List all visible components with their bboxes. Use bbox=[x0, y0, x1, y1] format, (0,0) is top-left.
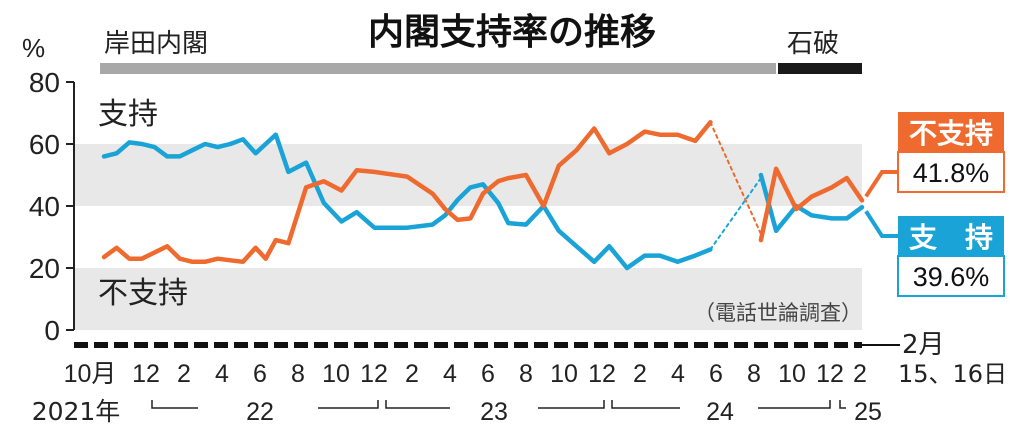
y-tick-label: 20 bbox=[29, 253, 60, 284]
year-bracket-2023-start bbox=[385, 400, 450, 409]
x-tick-label: 6 bbox=[253, 360, 267, 388]
year-bracket-2024-end bbox=[758, 400, 831, 409]
legend-header-support bbox=[898, 216, 1004, 256]
series-line-1-segment-0 bbox=[101, 120, 713, 265]
legend-leader-support bbox=[864, 210, 898, 238]
x-year-label: 24 bbox=[706, 398, 734, 426]
x-tick-label: 6 bbox=[709, 360, 723, 388]
x-tick-label: 4 bbox=[443, 360, 457, 388]
series-line-0-segment-0 bbox=[101, 132, 713, 271]
x-tick-label: 2 bbox=[405, 360, 419, 388]
x-tick-label: 4 bbox=[215, 360, 229, 388]
x-tick-label: 8 bbox=[519, 360, 533, 388]
x-year-label: 2021年 bbox=[32, 397, 121, 426]
y-tick-label: 0 bbox=[44, 315, 60, 346]
legend-name-disapproval: 不支持 bbox=[909, 117, 993, 150]
x-tick-label: 12 bbox=[132, 360, 160, 388]
grid-band-1 bbox=[74, 144, 862, 206]
year-bracket-2025-start bbox=[839, 400, 846, 409]
era-label-ishiba: 石破 bbox=[787, 29, 839, 59]
x-tick-label: 2 bbox=[853, 360, 867, 388]
x-end-label-month: 2月 bbox=[902, 330, 945, 360]
x-tick-label: 4 bbox=[671, 360, 685, 388]
x-tick-label: 12 bbox=[588, 360, 616, 388]
year-bracket-2023-end bbox=[538, 400, 605, 409]
legend-leader-disapproval bbox=[864, 170, 898, 198]
x-tick-label: 12 bbox=[360, 360, 388, 388]
series-line-1-segment-1 bbox=[709, 121, 762, 235]
x-year-label: 22 bbox=[246, 398, 274, 426]
legend-name-support: 支 持 bbox=[909, 221, 993, 254]
x-tick-label: 10月 bbox=[64, 360, 117, 388]
year-bracket-2024-start bbox=[611, 400, 680, 409]
year-bracket-2022-start bbox=[151, 400, 198, 409]
x-year-label: 25 bbox=[854, 398, 882, 426]
grid-band-0 bbox=[74, 268, 862, 330]
era-bar-ishiba bbox=[778, 63, 862, 74]
x-year-label: 23 bbox=[480, 398, 508, 426]
x-tick-label: 6 bbox=[481, 360, 495, 388]
y-unit-label: % bbox=[22, 33, 45, 63]
y-tick-label: 40 bbox=[29, 191, 60, 222]
era-label-kishida: 岸田内閣 bbox=[104, 29, 208, 59]
series-line-0-segment-1 bbox=[709, 177, 762, 251]
y-axis: % 0 20 40 60 80 bbox=[22, 33, 75, 346]
x-tick-label: 8 bbox=[291, 360, 305, 388]
series-line-0-segment-2 bbox=[758, 172, 865, 234]
x-tick-label: 10 bbox=[550, 360, 578, 388]
x-tick-label: 10 bbox=[322, 360, 350, 388]
legend-box-disapproval bbox=[897, 151, 1005, 193]
era-bars: 岸田内閣 石破 bbox=[100, 29, 862, 74]
latest-value-legend: 不支持 41.8% 支 持 39.6% bbox=[864, 112, 1005, 297]
x-end-label-days: 15、16日 bbox=[898, 360, 1007, 388]
inline-label-disapproval: 不支持 bbox=[98, 276, 188, 311]
x-tick-label: 10 bbox=[778, 360, 806, 388]
y-tick-label: 80 bbox=[29, 67, 60, 98]
era-bar-kishida bbox=[100, 63, 776, 74]
inline-label-support: 支持 bbox=[98, 97, 158, 132]
x-tick-label: 12 bbox=[816, 360, 844, 388]
x-tick-label: 8 bbox=[747, 360, 761, 388]
x-tick-label: 2 bbox=[633, 360, 647, 388]
year-bracket-2022-end bbox=[318, 400, 379, 409]
legend-header-disapproval bbox=[898, 112, 1004, 152]
legend-value-support: 39.6% bbox=[913, 262, 990, 292]
grid-bands bbox=[74, 144, 862, 330]
series-line-1-segment-2 bbox=[758, 166, 865, 243]
source-note: （電話世論調査） bbox=[694, 301, 862, 325]
series-lines bbox=[101, 120, 865, 271]
chart-title: 内閣支持率の推移 bbox=[368, 12, 656, 53]
legend-value-disapproval: 41.8% bbox=[913, 158, 990, 188]
x-tick-label: 2 bbox=[177, 360, 191, 388]
y-tick-label: 60 bbox=[29, 129, 60, 160]
legend-box-support bbox=[897, 255, 1005, 297]
